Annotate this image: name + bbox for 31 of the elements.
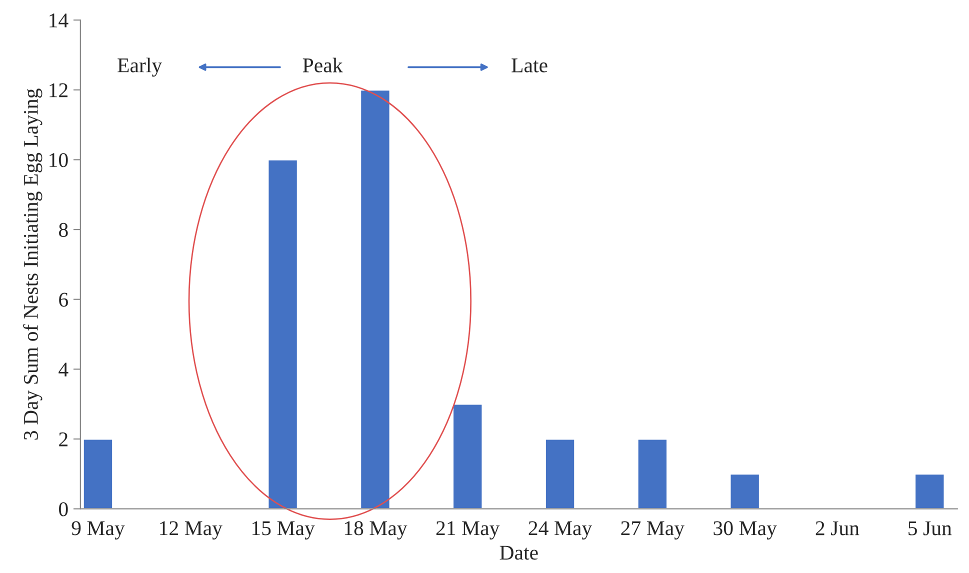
y-tick-label: 4 <box>58 362 68 376</box>
x-tick-label: 5 Jun <box>908 521 952 536</box>
bar <box>729 473 760 509</box>
x-tick-label: 21 May <box>436 521 500 540</box>
y-tick-label: 8 <box>59 222 68 237</box>
bar <box>267 159 298 509</box>
annotation: Peak <box>302 58 343 72</box>
y-tick-label: 10 <box>50 153 68 168</box>
x-tick-label: 27 May <box>621 521 684 540</box>
x-tick-label: 15 May <box>252 521 315 540</box>
bar <box>82 438 114 509</box>
y-tick-label: 14 <box>50 14 68 28</box>
bar <box>360 89 391 509</box>
y-tick-label: 6 <box>59 292 68 307</box>
y-tick-label: 0 <box>59 502 68 516</box>
annotation: Late <box>512 58 548 72</box>
y-tick-label: 2 <box>59 432 68 446</box>
x-tick-label: 24 May <box>528 521 592 540</box>
x-tick-label: 9 May <box>72 521 125 540</box>
bar <box>452 403 484 509</box>
y-tick-label: 12 <box>50 83 68 98</box>
bar <box>636 438 668 509</box>
bar <box>914 473 946 509</box>
bar <box>544 438 576 509</box>
x-tick-label: 12 May <box>160 521 222 540</box>
x-tick-label: 18 May <box>344 521 408 540</box>
annotation: Early <box>118 58 162 77</box>
x-tick-label: 30 May <box>714 521 777 540</box>
y-axis-title: 3 Day Sum of Nests Initiating Egg Laying <box>23 88 42 440</box>
x-axis-title: Date <box>500 546 538 560</box>
x-tick-label: 2 Jun <box>816 521 860 536</box>
